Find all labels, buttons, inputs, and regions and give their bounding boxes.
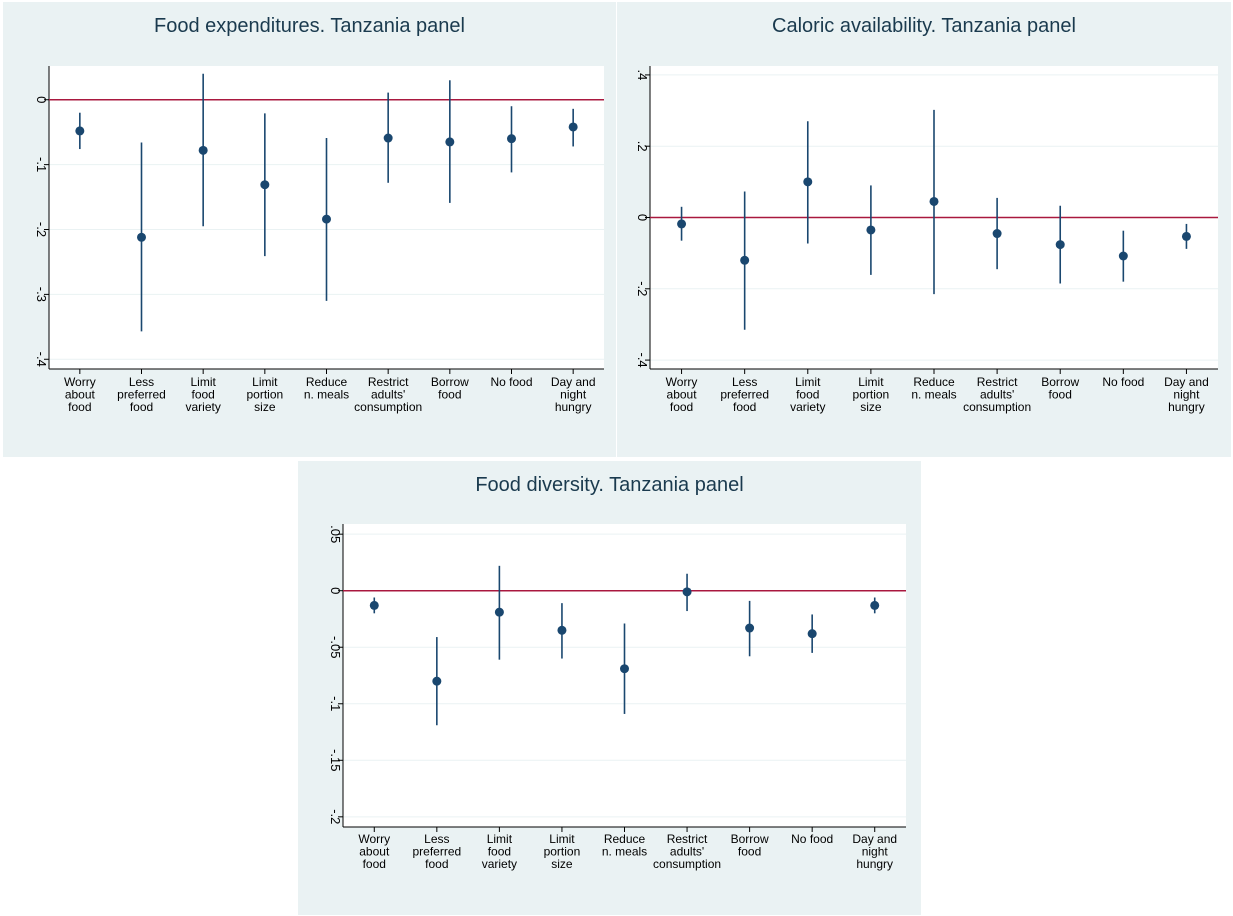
point-estimate [557, 625, 567, 635]
x-tick-label: Reduce n. meals [602, 832, 647, 859]
point-estimate [1055, 240, 1065, 250]
x-tick-label: Restrict adults' consumption [653, 832, 721, 871]
panel-food-expenditures: Food expenditures. Tanzania panel 0 -.1 -.2… [3, 2, 616, 457]
x-tick-label: Limit food variety [185, 375, 220, 414]
x-tick-label: Borrow food [1041, 375, 1079, 402]
x-tick-label: Limit portion size [544, 832, 581, 871]
y-tick-label: -.4 [34, 352, 49, 367]
y-tick-label: 0 [635, 214, 650, 221]
y-tick-label: -.2 [34, 222, 49, 237]
point-estimate [807, 629, 817, 639]
point-estimate [383, 133, 393, 143]
point-estimate [682, 587, 692, 597]
y-tick-label: -.1 [328, 696, 343, 711]
x-tick-label: Day and night hungry [551, 375, 596, 414]
x-tick-label: Day and night hungry [1164, 375, 1209, 414]
x-tick-label: Restrict adults' consumption [963, 375, 1031, 414]
chart-food-expenditures: Food expenditures. Tanzania panel 0 -.1 -.2… [34, 15, 604, 414]
x-tick-label: No food [1102, 375, 1144, 389]
y-tick-label: 0 [328, 587, 343, 594]
x-tick-label: Restrict adults' consumption [354, 375, 422, 414]
y-tick-label: -.05 [328, 636, 343, 658]
point-estimate [75, 126, 85, 136]
point-estimate [260, 180, 270, 190]
point-estimate [198, 145, 208, 155]
point-estimate [870, 600, 880, 610]
point-estimate [992, 229, 1002, 239]
point-estimate [677, 219, 687, 229]
x-tick-label: Reduce n. meals [911, 375, 956, 402]
point-estimate [445, 137, 455, 147]
x-tick-label: Less preferred food [117, 375, 166, 414]
y-tick-label: -.2 [635, 281, 650, 296]
panel-food-diversity: Food diversity. Tanzania panel .05 0 -.05 -.… [298, 461, 921, 915]
y-tick-label: -.15 [328, 749, 343, 771]
y-tick-label: .2 [635, 141, 650, 152]
x-tick-label: Less preferred food [720, 375, 769, 414]
point-estimate [929, 196, 939, 206]
point-estimate [1181, 231, 1191, 241]
point-estimate [620, 664, 629, 674]
chart-title: Food expenditures. Tanzania panel [154, 15, 465, 37]
chart-title: Food diversity. Tanzania panel [475, 474, 743, 496]
x-tick-label: Borrow food [431, 375, 469, 402]
x-tick-label: Limit portion size [853, 375, 890, 414]
point-estimate [866, 225, 876, 235]
x-tick-label: No food [791, 832, 833, 846]
y-tick-label: -.1 [34, 157, 49, 172]
y-tick-label: -.3 [34, 287, 49, 302]
point-estimate [494, 607, 504, 617]
point-estimate [432, 676, 442, 686]
y-tick-label: .05 [328, 525, 343, 543]
x-tick-label: Limit food variety [482, 832, 517, 871]
point-estimate [803, 177, 813, 187]
y-tick-label: .4 [635, 69, 650, 80]
x-tick-label: Limit food variety [790, 375, 825, 414]
point-estimate [568, 122, 578, 132]
x-tick-label: Day and night hungry [852, 832, 897, 871]
x-tick-label: Worry about food [666, 375, 698, 414]
point-estimate [322, 214, 331, 224]
x-tick-label: Less preferred food [412, 832, 461, 871]
x-tick-label: No food [490, 375, 532, 389]
chart-title: Caloric availability. Tanzania panel [772, 15, 1076, 37]
x-tick-label: Borrow food [731, 832, 769, 859]
chart-food-diversity: Food diversity. Tanzania panel .05 0 -.05 -.… [328, 474, 906, 871]
point-estimate [369, 600, 379, 610]
y-tick-label: 0 [34, 96, 49, 103]
x-tick-label: Worry about food [358, 832, 390, 871]
point-estimate [740, 255, 750, 265]
panel-caloric-availability: Caloric availability. Tanzania panel .4 .2… [617, 2, 1231, 457]
point-estimate [745, 623, 755, 633]
x-tick-label: Worry about food [64, 375, 96, 414]
x-tick-label: Reduce n. meals [304, 375, 349, 402]
point-estimate [137, 232, 146, 242]
chart-caloric-availability: Caloric availability. Tanzania panel .4 .2… [635, 15, 1218, 414]
point-estimate [1118, 251, 1128, 261]
y-tick-label: -.2 [328, 809, 343, 824]
x-tick-label: Limit portion size [246, 375, 283, 414]
point-estimate [507, 134, 516, 144]
y-tick-label: -.4 [635, 353, 650, 368]
